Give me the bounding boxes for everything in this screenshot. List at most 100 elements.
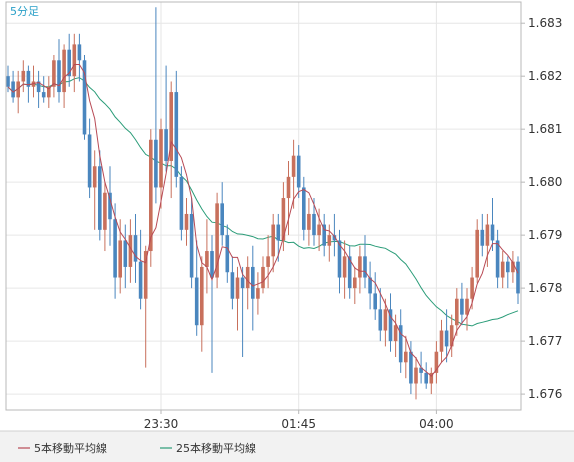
- candle-body: [485, 224, 490, 246]
- candle: [414, 357, 418, 400]
- candle-body: [511, 261, 515, 273]
- candle: [235, 266, 240, 331]
- x-axis: 23:30 01:45 04:00: [144, 410, 454, 431]
- candle: [460, 282, 464, 326]
- candle: [307, 198, 311, 246]
- candle-body: [460, 298, 464, 315]
- candle: [337, 229, 342, 294]
- candle: [184, 198, 189, 246]
- candle: [347, 245, 352, 299]
- candle-body: [138, 261, 143, 299]
- candle-body: [378, 309, 383, 331]
- candle-body: [82, 60, 87, 135]
- candle: [251, 245, 255, 331]
- candle: [511, 251, 515, 283]
- candle: [77, 33, 82, 82]
- candle-body: [149, 139, 153, 252]
- candle: [449, 314, 454, 358]
- candle: [322, 213, 326, 257]
- candle-body: [449, 325, 454, 347]
- candle-body: [52, 60, 56, 87]
- candle-body: [337, 240, 342, 278]
- candle: [342, 240, 347, 299]
- candle-body: [266, 256, 270, 267]
- candle: [138, 229, 143, 310]
- candle-body: [6, 76, 10, 87]
- candle: [210, 235, 214, 373]
- candle-body: [103, 192, 107, 230]
- candle-body: [62, 49, 66, 93]
- y-tick-label: 1.678: [528, 281, 562, 295]
- candle-body: [184, 213, 189, 230]
- candle: [291, 139, 296, 209]
- candle-body: [154, 139, 158, 188]
- candle: [358, 245, 362, 294]
- candle-body: [220, 203, 224, 236]
- ma5-line: [7, 64, 519, 377]
- candle-body: [398, 325, 403, 363]
- candle: [154, 7, 158, 204]
- candle-body: [72, 44, 77, 77]
- candle-body: [98, 166, 102, 230]
- candle-body: [256, 288, 260, 299]
- candle: [143, 245, 148, 368]
- candle: [31, 65, 36, 98]
- candle: [164, 65, 168, 172]
- candle: [455, 288, 459, 336]
- candle: [281, 182, 286, 252]
- candle-body: [296, 155, 301, 188]
- candle-body: [465, 298, 469, 315]
- candle-body: [230, 272, 235, 299]
- candle: [128, 219, 133, 283]
- candle-body: [286, 176, 291, 199]
- candle: [159, 118, 163, 209]
- candle: [194, 240, 199, 336]
- candle: [240, 266, 245, 358]
- x-tick-label: 04:00: [419, 417, 454, 431]
- candle: [245, 256, 250, 310]
- candle-body: [424, 372, 428, 384]
- candle: [296, 145, 301, 199]
- candle: [444, 309, 449, 363]
- candle: [485, 213, 490, 267]
- candle-body: [205, 251, 209, 267]
- candle-body: [444, 330, 449, 347]
- candle: [439, 319, 444, 363]
- candle: [57, 39, 61, 103]
- candle-body: [57, 60, 61, 93]
- ma25-legend-label: 25本移動平均線: [176, 441, 256, 455]
- candle-body: [455, 298, 459, 326]
- candle: [256, 272, 260, 315]
- candles: [6, 7, 520, 400]
- candle: [409, 341, 413, 395]
- candle-body: [194, 277, 199, 326]
- y-axis: 1.683 1.682 1.681 1.680 1.679 1.678 1.677 1.676: [521, 16, 562, 401]
- candle: [47, 76, 51, 108]
- candle: [215, 192, 219, 289]
- candle-body: [353, 277, 357, 289]
- candle-body: [77, 44, 82, 61]
- candle-body: [347, 256, 352, 289]
- candle: [26, 65, 31, 103]
- candle-body: [87, 134, 92, 188]
- candle: [368, 261, 372, 310]
- y-tick-label: 1.682: [528, 69, 562, 83]
- candle-body: [47, 86, 51, 98]
- candle-body: [276, 224, 281, 241]
- candle: [41, 76, 46, 103]
- candle: [108, 166, 112, 246]
- candle-body: [21, 70, 26, 82]
- candle-body: [128, 235, 133, 267]
- candle-body: [179, 176, 184, 230]
- candle-body: [235, 277, 240, 299]
- candle-body: [393, 325, 398, 342]
- candle-body: [388, 309, 393, 342]
- candle-body: [225, 235, 230, 273]
- candle-body: [490, 224, 495, 241]
- candle-body: [200, 266, 204, 326]
- y-tick-label: 1.677: [528, 334, 562, 348]
- candle-body: [342, 256, 347, 278]
- y-tick-label: 1.676: [528, 387, 562, 401]
- candle: [480, 213, 485, 257]
- ma25-layer: [7, 77, 519, 327]
